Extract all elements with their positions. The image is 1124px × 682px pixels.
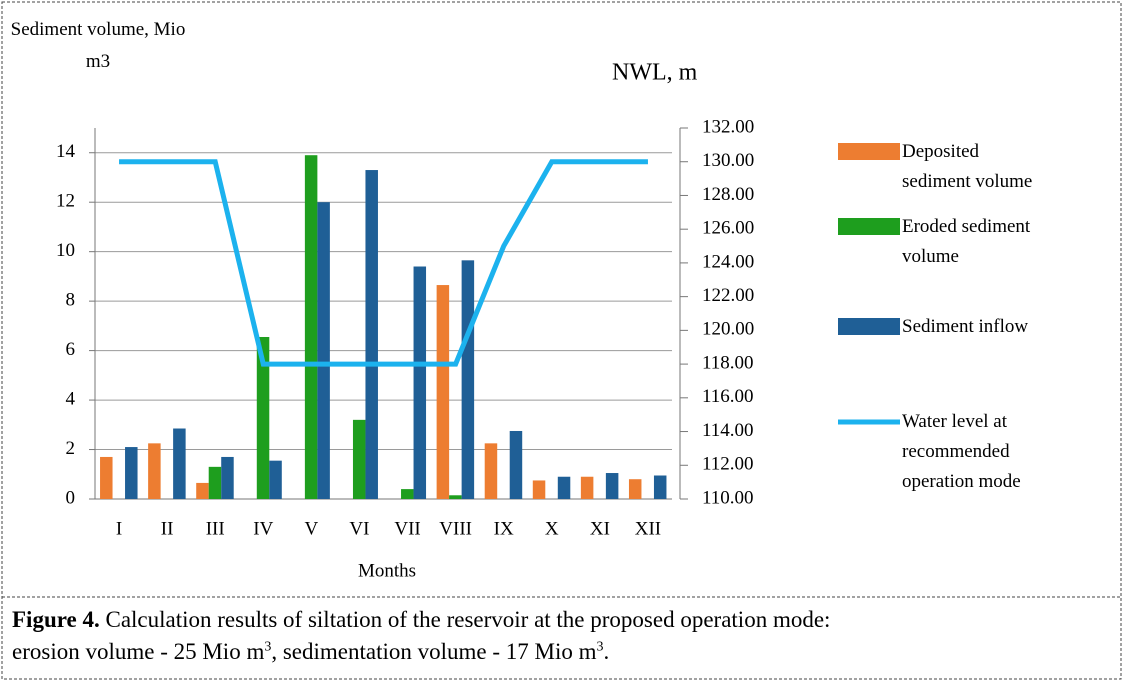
legend-label: Deposited sediment volume: [902, 141, 1033, 192]
bar: [413, 266, 427, 499]
x-tick-label: IX: [494, 518, 514, 539]
bar: [605, 473, 619, 499]
x-tick-label: VIII: [439, 518, 472, 539]
legend-label: Eroded sediment volume: [902, 216, 1031, 267]
y-tick-label: 0: [66, 487, 76, 508]
x-tick-label: XI: [590, 518, 610, 539]
y-tick-label: 10: [56, 240, 75, 261]
y2-tick-label: 122.00: [702, 285, 754, 306]
caption-sup: 3: [596, 639, 604, 655]
y-tick-label: 12: [56, 191, 75, 212]
bar: [256, 336, 270, 499]
bar: [317, 202, 330, 499]
bar: [628, 479, 642, 499]
x-tick-label: VII: [394, 518, 420, 539]
x-axis-title: Months: [358, 560, 416, 581]
bar: [484, 443, 498, 499]
y2-tick-label: 112.00: [702, 454, 754, 475]
x-tick-label: IV: [253, 518, 273, 539]
caption-sup: 3: [264, 639, 272, 655]
bar: [208, 466, 222, 499]
bar: [461, 260, 475, 499]
bar: [196, 482, 209, 499]
bar: [269, 460, 282, 499]
caption-text: , sedimentation volume - 17 Mio m: [271, 639, 597, 664]
y-tick-label: 8: [66, 289, 76, 310]
y2-tick-label: 132.00: [702, 116, 754, 137]
bar: [125, 447, 138, 499]
y-tick-label: 14: [56, 141, 76, 162]
bar: [653, 475, 667, 499]
bar: [100, 456, 113, 499]
caption-text: Calculation results of siltation of the …: [105, 607, 831, 632]
line: [119, 159, 648, 367]
y2-tick-label: 124.00: [702, 251, 754, 272]
x-tick-label: VI: [349, 518, 369, 539]
bar: [509, 430, 523, 499]
bar: [532, 480, 546, 499]
bar: [580, 476, 594, 499]
bar: [449, 495, 462, 499]
y2-tick-label: 126.00: [702, 218, 754, 239]
y2-tick-label: 114.00: [702, 420, 754, 441]
x-tick-label: I: [116, 518, 122, 539]
bar: [436, 285, 450, 499]
y2-tick-label: 116.00: [702, 386, 754, 407]
x-tick-label: XII: [635, 518, 661, 539]
x-tick-label: X: [545, 518, 559, 539]
x-tick-label: II: [161, 518, 174, 539]
legend-label: Sediment inflow: [902, 316, 1029, 337]
y-tick-label: 2: [66, 438, 76, 459]
bar: [557, 476, 571, 499]
y2-tick-label: 118.00: [702, 352, 754, 373]
y-axis-title: Sediment volume, Mio m3: [10, 19, 186, 72]
bar: [173, 428, 186, 499]
caption-text: .: [603, 639, 610, 664]
caption-text: erosion volume - 25 Mio m: [12, 639, 265, 664]
y2-axis-title: NWL, m: [612, 60, 698, 86]
y-tick-label: 4: [66, 388, 76, 409]
y-tick-label: 6: [66, 339, 76, 360]
bar: [401, 489, 414, 499]
legend-swatch: [838, 143, 900, 160]
y2-tick-label: 128.00: [702, 184, 754, 205]
y2-tick-label: 120.00: [702, 319, 754, 340]
legend-swatch: [838, 218, 900, 235]
bar: [148, 443, 161, 499]
bar: [352, 419, 366, 499]
x-tick-label: III: [206, 518, 225, 539]
bar: [304, 155, 318, 499]
y2-tick-label: 130.00: [702, 150, 754, 171]
legend-label: Water level at recommended operation mod…: [902, 411, 1021, 492]
x-tick-label: V: [305, 518, 319, 539]
caption-label: Figure 4.: [12, 607, 100, 632]
bar: [221, 456, 234, 499]
legend-swatch: [838, 318, 900, 335]
caption: Figure 4. Calculation results of siltati…: [12, 604, 830, 668]
y2-tick-label: 110.00: [702, 487, 754, 508]
bar: [365, 170, 378, 499]
